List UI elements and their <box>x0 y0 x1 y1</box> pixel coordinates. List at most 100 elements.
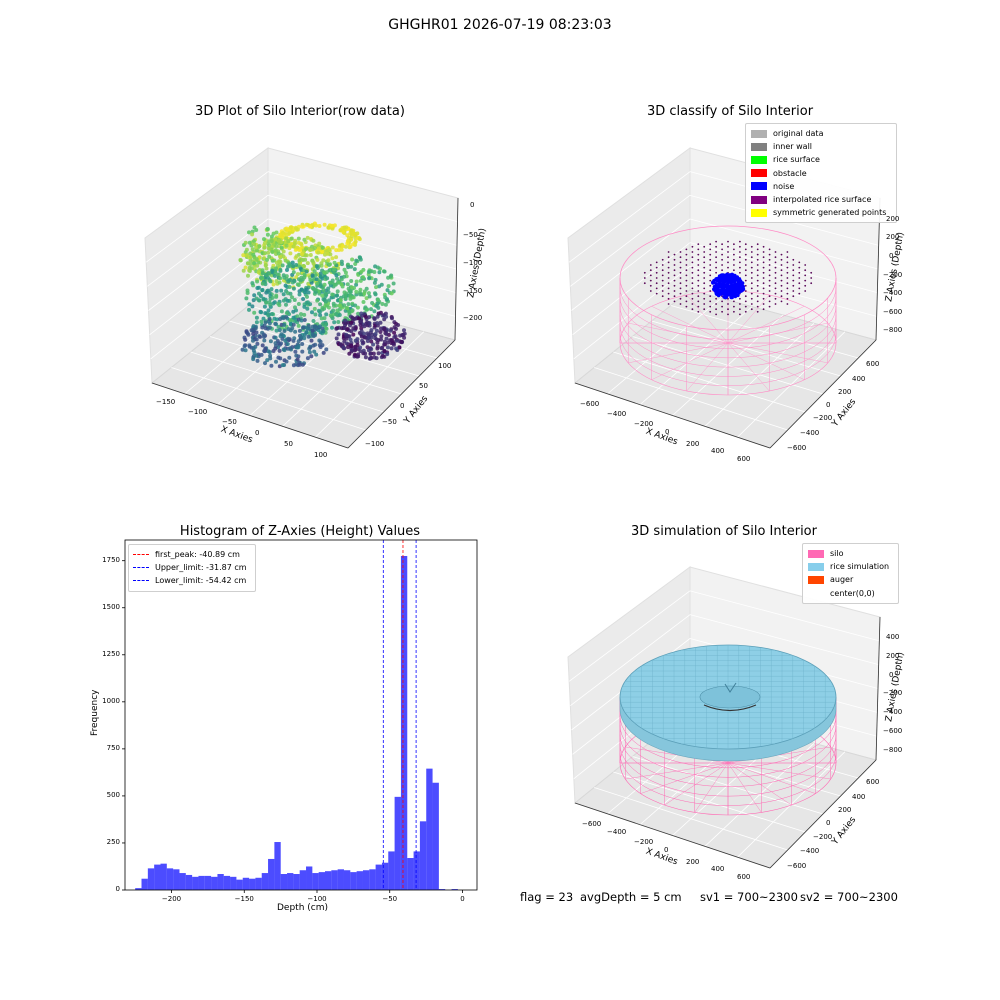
scatter-point <box>363 314 368 319</box>
scatter-point <box>399 339 404 344</box>
interpolated-point <box>792 264 795 266</box>
scatter-point <box>302 275 307 280</box>
panel4-ytick: −200 <box>813 833 833 841</box>
interpolated-point <box>673 274 676 277</box>
grid-line <box>150 266 269 360</box>
scatter-point <box>281 292 286 297</box>
interpolated-point <box>780 295 783 298</box>
grid-line <box>568 171 691 263</box>
interpolated-point <box>762 287 765 290</box>
interpolated-point <box>774 292 777 295</box>
scatter-point <box>378 320 383 325</box>
scatter-point <box>382 349 387 354</box>
scatter-point <box>313 312 318 317</box>
scatter-point <box>256 285 261 290</box>
interpolated-point <box>691 303 694 305</box>
interpolated-point <box>792 279 795 282</box>
scatter-point <box>345 239 350 243</box>
panel1-xtick: −150 <box>156 398 176 406</box>
silo-floor-spoke <box>640 762 729 794</box>
grid-line <box>689 590 880 642</box>
interpolated-point <box>744 264 747 266</box>
legend-label: interpolated rice surface <box>773 195 872 205</box>
scatter-point <box>311 238 316 243</box>
scatter-point <box>328 313 333 318</box>
scatter-point <box>276 355 281 360</box>
scatter-point <box>310 258 315 263</box>
interpolated-point <box>709 290 712 292</box>
interpolated-point <box>756 290 759 292</box>
scatter-point <box>392 330 397 335</box>
interpolated-point <box>697 243 700 246</box>
scatter-point <box>264 290 269 295</box>
interpolated-point <box>744 258 747 261</box>
interpolated-point <box>744 284 747 287</box>
panel1-xtick: 0 <box>255 429 260 437</box>
interpolated-point <box>733 269 735 272</box>
scatter-point <box>323 291 328 296</box>
noise-point <box>725 288 730 292</box>
scatter-point <box>262 349 267 353</box>
scatter-point <box>320 245 325 250</box>
scatter-point <box>318 284 323 289</box>
histogram-bar <box>242 877 250 890</box>
scatter-point <box>379 282 384 287</box>
scatter-point <box>334 293 339 298</box>
scatter-point <box>349 343 354 348</box>
scatter-point <box>358 323 363 327</box>
histogram-xtick-label: −200 <box>161 895 182 903</box>
panel1-xtick: 100 <box>314 451 328 459</box>
panel2-xtick: 600 <box>737 455 751 463</box>
scatter-point <box>274 266 278 271</box>
panel4-ytick: 600 <box>866 778 880 786</box>
interpolated-point <box>739 266 741 269</box>
scatter-point <box>344 341 349 346</box>
interpolated-point <box>715 313 717 316</box>
interpolated-point <box>667 251 670 253</box>
scatter-point <box>299 318 304 323</box>
y-axis-line <box>769 759 877 869</box>
scatter-point <box>342 267 347 272</box>
scatter-point <box>291 322 296 327</box>
x-axis-line <box>151 382 349 449</box>
scatter-point <box>264 273 269 278</box>
legend-item: rice surface <box>751 153 891 166</box>
noise-point <box>715 276 719 281</box>
legend-swatch <box>808 575 824 584</box>
panel3-xlabel: Depth (cm) <box>277 903 329 913</box>
silo-floor-spoke <box>727 762 792 806</box>
scatter-point <box>350 348 354 353</box>
scatter-point <box>254 337 259 342</box>
interpolated-point <box>697 290 700 292</box>
scatter-point <box>358 320 363 324</box>
noise-point <box>729 284 734 289</box>
interpolated-point <box>673 279 676 282</box>
scatter-point <box>269 234 274 239</box>
auger-marker <box>724 682 737 693</box>
scatter-point <box>290 295 294 300</box>
silo-floor-spoke <box>727 342 770 392</box>
interpolated-point <box>756 284 759 287</box>
scatter-point <box>299 335 304 340</box>
footer-sv2: sv2 = 700~2300 <box>800 890 898 904</box>
interpolated-point <box>750 308 753 311</box>
scatter-point <box>308 278 313 282</box>
interpolated-point <box>667 277 670 279</box>
interpolated-point <box>709 295 712 298</box>
histogram-bar <box>147 868 155 890</box>
scatter-point <box>346 345 350 350</box>
silo-floor-spoke <box>727 306 805 344</box>
interpolated-point <box>733 300 735 303</box>
interpolated-point <box>697 279 700 282</box>
scatter-point <box>371 342 376 347</box>
scatter-point <box>293 241 297 246</box>
interpolated-point <box>744 290 747 292</box>
scatter-point <box>356 352 361 357</box>
silo-top-ring <box>619 225 837 331</box>
scatter-point <box>300 252 304 256</box>
scatter-point <box>277 348 282 353</box>
scatter-point <box>346 286 351 291</box>
scatter-point <box>359 311 364 316</box>
scatter-point <box>365 331 370 336</box>
scatter-point <box>315 257 320 262</box>
